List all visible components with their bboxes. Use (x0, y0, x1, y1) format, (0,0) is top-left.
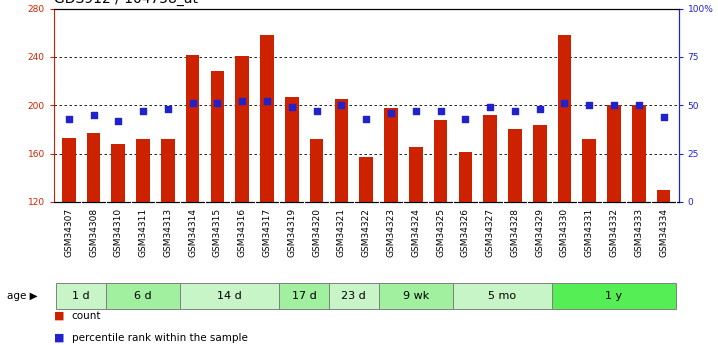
Text: GSM34332: GSM34332 (610, 208, 619, 257)
Text: age ▶: age ▶ (7, 291, 38, 301)
Bar (384, 108, 398, 202)
Point (386, 110, 397, 116)
Bar (87, 133, 101, 202)
Bar (409, 147, 423, 202)
Bar (483, 115, 497, 202)
Text: GSM34323: GSM34323 (386, 208, 396, 257)
Point (311, 108, 322, 114)
Point (286, 105, 297, 110)
Bar (552, 283, 676, 309)
Point (485, 105, 496, 110)
Point (608, 102, 620, 108)
Text: GSM34310: GSM34310 (113, 208, 123, 257)
Text: GSM34330: GSM34330 (560, 208, 569, 257)
Point (410, 108, 421, 114)
Point (261, 99, 273, 104)
Text: GSM34331: GSM34331 (584, 208, 594, 257)
Bar (180, 283, 279, 309)
Text: GSM34322: GSM34322 (362, 208, 370, 257)
Bar (459, 152, 472, 202)
Point (137, 108, 149, 114)
Bar (607, 105, 621, 202)
Point (187, 100, 198, 106)
Bar (558, 35, 572, 202)
Bar (260, 35, 274, 202)
Bar (111, 144, 125, 202)
Bar (309, 139, 323, 202)
Text: GSM34313: GSM34313 (164, 208, 172, 257)
Point (658, 114, 669, 120)
Text: 17 d: 17 d (292, 291, 317, 301)
Bar (378, 283, 453, 309)
Text: GSM34327: GSM34327 (485, 208, 495, 257)
Text: ■: ■ (54, 333, 65, 343)
Bar (434, 120, 447, 202)
Text: ■: ■ (54, 311, 65, 321)
Bar (186, 55, 200, 202)
Text: GSM34316: GSM34316 (238, 208, 247, 257)
Text: GSM34317: GSM34317 (263, 208, 271, 257)
Point (236, 99, 248, 104)
Text: percentile rank within the sample: percentile rank within the sample (72, 333, 248, 343)
Point (360, 116, 372, 121)
Text: GSM34315: GSM34315 (213, 208, 222, 257)
Point (584, 102, 595, 108)
Bar (210, 71, 224, 202)
Text: GSM34321: GSM34321 (337, 208, 346, 257)
Text: GSM34311: GSM34311 (139, 208, 148, 257)
Text: GSM34333: GSM34333 (634, 208, 643, 257)
Text: GSM34314: GSM34314 (188, 208, 197, 257)
Point (63, 116, 75, 121)
Bar (236, 56, 249, 202)
Point (88, 112, 99, 118)
Bar (582, 139, 596, 202)
Text: GSM34319: GSM34319 (287, 208, 297, 257)
Bar (56, 283, 106, 309)
Text: GSM34334: GSM34334 (659, 208, 668, 257)
Bar (360, 157, 373, 202)
Text: 1 d: 1 d (73, 291, 90, 301)
Text: GSM34307: GSM34307 (64, 208, 73, 257)
Bar (62, 138, 75, 202)
Point (335, 102, 347, 108)
Text: GSM34326: GSM34326 (461, 208, 470, 257)
Bar (335, 99, 348, 202)
Bar (508, 129, 522, 202)
Text: 1 y: 1 y (605, 291, 623, 301)
Point (212, 100, 223, 106)
Text: GDS912 / 104758_at: GDS912 / 104758_at (54, 0, 198, 6)
Text: 9 wk: 9 wk (403, 291, 429, 301)
Point (162, 106, 174, 112)
Bar (106, 283, 180, 309)
Point (435, 108, 447, 114)
Point (633, 102, 645, 108)
Bar (453, 283, 552, 309)
Bar (161, 139, 174, 202)
Bar (533, 125, 546, 202)
Text: 23 d: 23 d (342, 291, 366, 301)
Text: 14 d: 14 d (218, 291, 242, 301)
Bar (285, 97, 299, 202)
Text: GSM34325: GSM34325 (436, 208, 445, 257)
Text: count: count (72, 311, 101, 321)
Text: GSM34329: GSM34329 (535, 208, 544, 257)
Bar (329, 283, 378, 309)
Bar (279, 283, 329, 309)
Bar (632, 105, 645, 202)
Point (460, 116, 471, 121)
Text: 6 d: 6 d (134, 291, 152, 301)
Text: GSM34320: GSM34320 (312, 208, 321, 257)
Point (509, 108, 521, 114)
Text: GSM34308: GSM34308 (89, 208, 98, 257)
Point (113, 118, 124, 124)
Bar (136, 139, 150, 202)
Point (534, 106, 546, 112)
Text: 5 mo: 5 mo (488, 291, 516, 301)
Point (559, 100, 570, 106)
Bar (657, 190, 671, 202)
Text: GSM34328: GSM34328 (510, 208, 519, 257)
Text: GSM34324: GSM34324 (411, 208, 420, 257)
